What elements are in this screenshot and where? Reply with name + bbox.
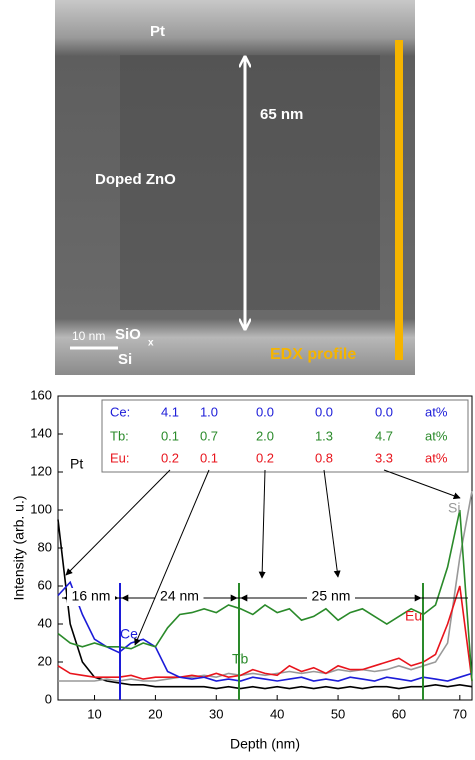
segment-label-bg [67, 588, 115, 606]
composition-value: 4.1 [161, 404, 179, 419]
composition-value: 4.7 [375, 428, 393, 443]
composition-value: 0.7 [200, 428, 218, 443]
y-tick-label: 0 [45, 691, 52, 706]
composition-row-label: Eu: [110, 450, 130, 465]
pointer-arrow [383, 469, 461, 500]
chart: 0 20 40 60 80 100 120 140 160 10 20 30 40 50 60 70 Depth… [11, 387, 473, 752]
composition-value: 0.1 [200, 450, 218, 465]
series-label: Ce [120, 626, 138, 642]
edx-line [395, 40, 403, 360]
composition-unit: at% [425, 450, 448, 465]
y-tick-label: 100 [30, 501, 52, 516]
y-tick-label: 60 [38, 577, 52, 592]
pointer-arrow [134, 469, 210, 646]
label: EDX profile [270, 346, 356, 363]
composition-value: 2.0 [256, 428, 274, 443]
x-axis-label: Depth (nm) [230, 736, 300, 752]
x-tick-label: 60 [392, 706, 406, 721]
series-label: Tb [232, 651, 249, 667]
tem-background [55, 0, 415, 375]
label: 65 nm [260, 106, 303, 123]
series-label: Si [448, 500, 460, 516]
segment-label: 16 nm [72, 588, 111, 604]
composition-value: 1.3 [315, 428, 333, 443]
composition-value: 1.0 [200, 404, 218, 419]
y-axis-label: Intensity (arb. u.) [11, 495, 27, 600]
y-tick-label: 40 [38, 615, 52, 630]
composition-value: 0.1 [161, 428, 179, 443]
label: Pt [150, 23, 165, 40]
series-line [57, 519, 473, 690]
label: Doped ZnO [95, 171, 176, 188]
segment-label-bg [155, 588, 204, 606]
label: 10 nm [72, 329, 105, 343]
series-line [57, 509, 473, 682]
x-tick-label: 20 [148, 706, 162, 721]
pointer-arrow [258, 469, 266, 579]
tem-image: Pt 65 nm Doped ZnO SiO x Si 10 nm EDX pr… [55, 0, 415, 375]
series-label: Eu [405, 608, 422, 624]
y-tick-label: 20 [38, 653, 52, 668]
series-line [57, 580, 473, 682]
segment-label: 24 nm [160, 588, 199, 604]
series-label: Pt [70, 456, 83, 472]
y-tick-label: 120 [30, 463, 52, 478]
y-tick-label: 160 [30, 387, 52, 402]
composition-value: 0.0 [315, 404, 333, 419]
pointer-arrow [65, 469, 171, 576]
composition-value: 0.0 [375, 404, 393, 419]
label: Si [118, 351, 132, 368]
x-tick-label: 30 [209, 706, 223, 721]
label: x [148, 338, 154, 349]
label: SiO [115, 326, 141, 343]
segment-label: 25 nm [312, 588, 351, 604]
composition-box [101, 399, 469, 473]
composition-value: 0.2 [256, 450, 274, 465]
x-tick-label: 70 [453, 706, 467, 721]
composition-value: 0.0 [256, 404, 274, 419]
y-tick-label: 140 [30, 425, 52, 440]
composition-value: 0.2 [161, 450, 179, 465]
composition-row-label: Ce: [110, 404, 130, 419]
composition-unit: at% [425, 404, 448, 419]
composition-unit: at% [425, 428, 448, 443]
series-line [57, 585, 473, 682]
series-line [58, 490, 473, 682]
composition-value: 0.8 [315, 450, 333, 465]
composition-row-label: Tb: [110, 428, 129, 443]
composition-value: 3.3 [375, 450, 393, 465]
x-tick-label: 10 [87, 706, 101, 721]
x-tick-label: 50 [331, 706, 345, 721]
y-tick-label: 80 [38, 539, 52, 554]
segment-label-bg [307, 588, 355, 606]
x-tick-label: 40 [270, 706, 284, 721]
pointer-arrow [323, 469, 341, 578]
